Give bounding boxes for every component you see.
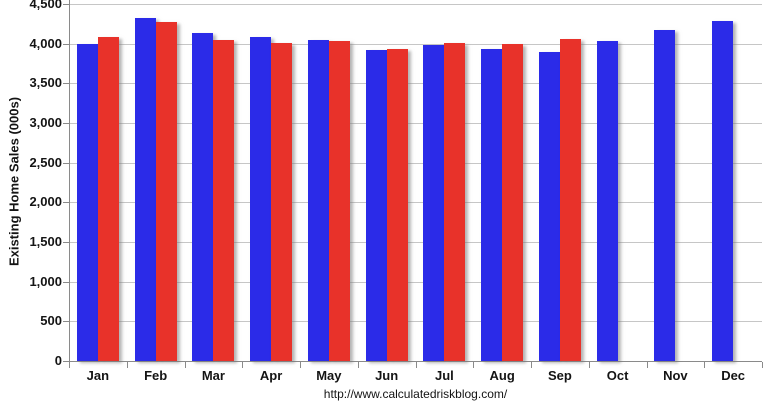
- gridline-1000: [69, 281, 762, 283]
- x-axis-label-nov: Nov: [663, 368, 688, 383]
- gridline-3500: [69, 83, 762, 85]
- y-axis-tick-label: 3,500: [29, 75, 62, 91]
- bar-prior-year-blue-may: [308, 39, 329, 361]
- gridline-2000: [69, 202, 762, 204]
- x-axis-label-apr: Apr: [259, 368, 283, 383]
- y-axis-tick-label: 4,500: [29, 0, 62, 11]
- y-axis-tick: [63, 4, 69, 5]
- bar-prior-year-blue-sep: [539, 51, 560, 361]
- x-axis-tick: [300, 362, 301, 368]
- y-axis-tick-label: 2,000: [29, 194, 62, 210]
- bar-prior-year-blue-jun: [366, 50, 387, 361]
- y-axis-tick: [63, 162, 69, 164]
- x-axis-label-oct: Oct: [606, 368, 629, 383]
- y-axis-tick: [63, 321, 69, 323]
- x-axis-tick: [126, 362, 128, 368]
- x-axis-tick: [588, 362, 590, 368]
- bar-current-year-red-jun: [387, 49, 408, 361]
- y-axis-tick: [63, 43, 69, 45]
- y-axis-tick: [63, 281, 69, 283]
- bar-prior-year-blue-apr: [250, 36, 271, 361]
- y-axis-tick-label: 4,000: [29, 35, 62, 51]
- bar-current-year-red-aug: [502, 43, 523, 361]
- bar-current-year-red-feb: [156, 22, 177, 361]
- gridline-500: [69, 321, 762, 323]
- x-axis-tick: [415, 362, 417, 368]
- x-axis-label-may: May: [316, 368, 342, 383]
- x-axis-label-sep: Sep: [547, 368, 572, 383]
- x-axis-label-dec: Dec: [721, 368, 746, 383]
- y-axis-tick-label: 1,000: [29, 273, 62, 289]
- gridline-4500: [69, 4, 762, 5]
- y-axis-tick-label: 3,000: [29, 115, 62, 130]
- y-axis-tick-label: 0: [54, 353, 62, 368]
- y-axis-tick: [63, 361, 69, 362]
- bar-prior-year-blue-jan: [77, 43, 98, 361]
- x-axis-tick: [762, 362, 763, 368]
- x-axis-tick: [184, 362, 186, 368]
- y-axis-line: [69, 0, 70, 362]
- x-axis-tick: [69, 362, 70, 368]
- x-axis-label-jan: Jan: [86, 368, 110, 383]
- bar-prior-year-blue-aug: [481, 49, 502, 361]
- x-axis-tick: [704, 362, 706, 368]
- x-axis-tick: [646, 362, 648, 368]
- bar-prior-year-blue-nov: [654, 30, 675, 361]
- bar-current-year-red-jan: [98, 36, 119, 361]
- y-axis-tick: [63, 123, 69, 124]
- y-axis-tick: [63, 202, 69, 204]
- x-axis-label-mar: Mar: [201, 368, 225, 383]
- bar-current-year-red-apr: [271, 42, 292, 361]
- x-axis-tick: [473, 362, 475, 368]
- gridline-1500: [69, 242, 762, 243]
- gridline-3000: [69, 123, 762, 124]
- gridline-2500: [69, 162, 762, 164]
- y-axis-tick-label: 500: [40, 313, 62, 329]
- source-url-text: http://www.calculatedriskblog.com/: [323, 387, 508, 401]
- bar-prior-year-blue-oct: [597, 41, 618, 361]
- y-axis-tick-label: 1,500: [29, 234, 62, 249]
- x-axis-label-aug: Aug: [489, 368, 515, 383]
- x-axis-tick: [531, 362, 532, 368]
- bar-prior-year-blue-feb: [135, 18, 156, 361]
- x-axis-tick: [357, 362, 359, 368]
- x-axis-label-jul: Jul: [434, 368, 454, 383]
- x-axis-tick: [242, 362, 244, 368]
- y-axis-tick: [63, 83, 69, 85]
- bar-current-year-red-may: [329, 41, 350, 361]
- y-axis-tick: [63, 242, 69, 243]
- y-axis-title: Existing Home Sales (000s): [6, 96, 22, 267]
- x-axis-label-feb: Feb: [144, 368, 168, 383]
- gridline-4000: [69, 43, 762, 45]
- y-axis-tick-label: 2,500: [29, 154, 62, 170]
- bar-prior-year-blue-jul: [423, 45, 444, 361]
- bar-current-year-red-jul: [444, 42, 465, 361]
- bar-current-year-red-mar: [213, 40, 234, 361]
- x-axis-label-jun: Jun: [375, 368, 399, 383]
- x-axis-line: [69, 361, 762, 362]
- bar-prior-year-blue-dec: [712, 20, 733, 361]
- bar-current-year-red-sep: [560, 38, 581, 361]
- bar-prior-year-blue-mar: [192, 33, 213, 361]
